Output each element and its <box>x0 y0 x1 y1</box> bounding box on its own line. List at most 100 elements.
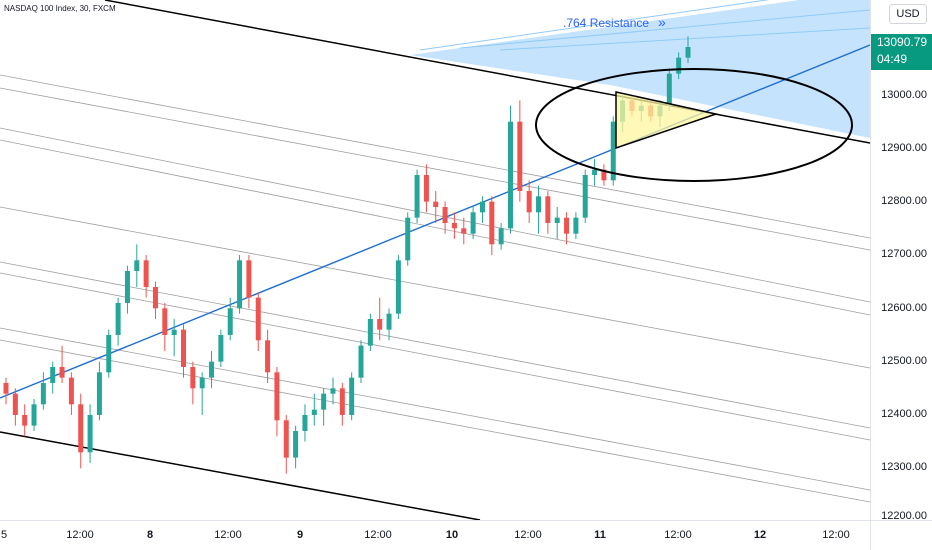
candle-body <box>479 201 485 213</box>
candle-body <box>433 201 439 207</box>
symbol-title: NASDAQ 100 Index, 30, FXCM <box>4 4 116 13</box>
price-tick: 12700.00 <box>881 248 927 260</box>
price-tick: 12300.00 <box>881 461 927 473</box>
candle-body <box>321 393 327 410</box>
candle-body <box>218 334 224 362</box>
time-axis[interactable]: 5 12:00 8 12:00 9 12:00 10 12:00 11 12:00 12 12:00 <box>0 520 870 550</box>
price-tick: 12600.00 <box>881 302 927 314</box>
candle-body <box>31 404 37 426</box>
upper-trendline <box>104 0 870 144</box>
candle-body <box>405 217 411 261</box>
candle-body <box>685 47 691 58</box>
price-tick: 13000.00 <box>881 89 927 101</box>
candle-body <box>592 169 598 175</box>
candle-body <box>255 297 261 341</box>
resistance-zone[interactable] <box>410 0 870 138</box>
candle-body <box>199 377 205 389</box>
time-tick: 12:00 <box>364 529 392 541</box>
channel-lines <box>0 74 870 503</box>
candle-body <box>311 409 317 415</box>
candle-body <box>237 260 243 309</box>
candle-body <box>283 420 289 458</box>
candle-body <box>358 345 364 378</box>
candle-body <box>367 318 373 346</box>
candle-body <box>12 393 18 415</box>
time-tick: 12:00 <box>66 529 94 541</box>
currency-button[interactable]: USD <box>889 4 927 24</box>
candle-body <box>181 329 187 367</box>
candle-body <box>171 329 177 335</box>
candle-body <box>68 377 74 405</box>
candle-body <box>134 260 140 271</box>
time-tick: 5 <box>0 529 8 541</box>
time-tick: 10 <box>445 529 459 541</box>
candle-body <box>517 121 523 191</box>
time-tick: 12:00 <box>822 529 850 541</box>
price-tick: 12400.00 <box>881 408 927 420</box>
candle-body <box>470 212 476 234</box>
candle-body <box>274 372 280 421</box>
candle-body <box>423 174 429 202</box>
time-tick: 8 <box>146 529 154 541</box>
candle-body <box>349 377 355 415</box>
candle-body <box>526 190 532 213</box>
channel-line <box>0 139 870 316</box>
candle-body <box>461 228 467 234</box>
channel-line <box>0 87 870 251</box>
candle-body <box>143 260 149 287</box>
price-tick: 12200.00 <box>881 510 927 522</box>
candle-body <box>498 228 504 245</box>
resistance-label: .764 Resistance <box>563 16 650 30</box>
axis-corner <box>870 520 932 550</box>
candle-body <box>601 169 607 181</box>
double-chevron-right-icon: » <box>658 14 666 30</box>
candle-body <box>152 286 158 309</box>
price-tick: 12900.00 <box>881 142 927 154</box>
bar-countdown: 04:49 <box>877 52 908 66</box>
price-tick: 12500.00 <box>881 355 927 367</box>
last-price: 13090.79 <box>877 35 928 49</box>
channel-line <box>0 127 870 303</box>
channel-line <box>0 261 870 429</box>
candle-body <box>22 414 28 426</box>
candle-body <box>59 366 65 378</box>
candle-body <box>564 217 570 234</box>
highlight-ellipse[interactable] <box>535 68 853 182</box>
channel-line <box>0 339 870 503</box>
candle-body <box>554 217 560 223</box>
candle-body <box>489 201 495 245</box>
candle-body <box>115 302 121 335</box>
fib-zone-line <box>459 9 870 49</box>
candle-body <box>676 57 682 74</box>
candle-body <box>190 366 196 389</box>
price-chart-plot[interactable] <box>0 0 870 520</box>
candle-body <box>414 174 420 218</box>
candle-body <box>265 340 271 373</box>
candle-body <box>507 121 513 229</box>
candle-body <box>395 260 401 314</box>
channel-line <box>0 272 870 441</box>
price-tick: 12800.00 <box>881 195 927 207</box>
candle-body <box>162 308 168 335</box>
fib-zone-line <box>499 27 870 51</box>
candle-body <box>451 222 457 229</box>
price-axis[interactable]: USD 13000.00 12900.00 12800.00 12700.00 … <box>870 0 932 522</box>
candle-body <box>87 414 93 453</box>
time-tick: 9 <box>296 529 304 541</box>
triangle-pattern[interactable] <box>615 91 719 150</box>
channel-line <box>0 74 870 239</box>
candle-body <box>339 388 345 415</box>
candle-body <box>386 313 392 330</box>
candlestick-series[interactable] <box>3 36 691 474</box>
candle-body <box>442 206 448 223</box>
candle-body <box>40 382 46 405</box>
candle-body <box>227 308 233 335</box>
fib-zone-line <box>419 0 770 51</box>
candle-body <box>78 404 84 453</box>
candle-body <box>330 388 336 394</box>
candle-body <box>209 361 215 378</box>
candle-body <box>666 73 672 106</box>
channel-line <box>0 327 870 491</box>
lower-trendline <box>0 431 481 520</box>
